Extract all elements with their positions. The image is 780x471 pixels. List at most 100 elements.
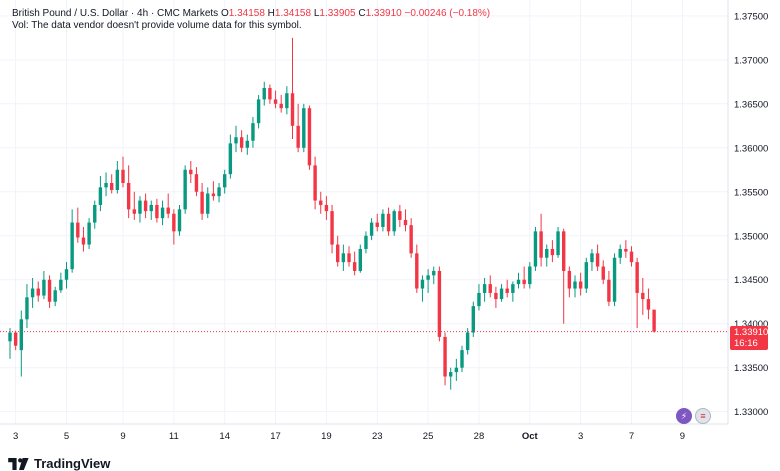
candle-body bbox=[516, 279, 521, 285]
candle bbox=[217, 182, 221, 203]
candle bbox=[13, 330, 18, 351]
candle bbox=[30, 277, 35, 308]
candle bbox=[8, 328, 12, 359]
candle bbox=[268, 84, 272, 104]
candle-body bbox=[81, 237, 86, 245]
price-tick-label: 1.33500 bbox=[734, 363, 768, 374]
candle-body bbox=[25, 297, 29, 320]
candle-body bbox=[115, 169, 120, 191]
candle-body bbox=[59, 279, 63, 291]
uk-us-flag-icon[interactable]: ≡ bbox=[695, 408, 711, 424]
candle-body bbox=[556, 231, 560, 256]
time-tick-label: 28 bbox=[474, 431, 485, 442]
candle bbox=[302, 103, 306, 153]
candle-body bbox=[217, 187, 221, 197]
candle-body bbox=[369, 222, 374, 236]
candle-body bbox=[262, 87, 266, 100]
candle-body bbox=[488, 284, 492, 293]
candle-body bbox=[296, 125, 300, 148]
chart-indicators: ⚡ ≡ bbox=[676, 408, 711, 424]
time-tick-label: 19 bbox=[321, 431, 332, 442]
candle-body bbox=[189, 169, 193, 175]
candle bbox=[132, 191, 136, 220]
time-tick-label: 11 bbox=[169, 431, 179, 442]
candle bbox=[624, 240, 628, 258]
price-tick-label: 1.36000 bbox=[734, 143, 768, 154]
candle bbox=[426, 269, 430, 293]
candle-body bbox=[641, 292, 645, 300]
candle bbox=[36, 281, 40, 302]
time-tick-label: 9 bbox=[680, 431, 685, 442]
candle bbox=[545, 244, 549, 267]
candle bbox=[115, 160, 120, 194]
candle bbox=[189, 160, 193, 183]
candle-body bbox=[612, 257, 617, 302]
candle-body bbox=[545, 248, 549, 258]
candle bbox=[307, 105, 312, 170]
candle-body bbox=[652, 309, 656, 332]
candle-body bbox=[98, 187, 103, 205]
candles bbox=[8, 37, 656, 390]
candle-body bbox=[330, 211, 334, 245]
candle bbox=[573, 275, 577, 298]
candle-body bbox=[177, 209, 182, 232]
candle-body bbox=[223, 174, 227, 188]
candle bbox=[494, 286, 498, 308]
symbol-legend[interactable]: British Pound / U.S. Dollar · 4h · CMC M… bbox=[12, 7, 490, 21]
price-tick-label: 1.37500 bbox=[734, 11, 768, 22]
candle bbox=[415, 244, 419, 293]
candle-body bbox=[443, 336, 447, 377]
candle bbox=[206, 187, 210, 219]
lightning-icon[interactable]: ⚡ bbox=[676, 408, 692, 424]
candle bbox=[567, 266, 572, 298]
candle-body bbox=[211, 193, 216, 197]
candle bbox=[352, 251, 357, 276]
candle-body bbox=[375, 222, 379, 227]
current-price-badge: 1.33910 16:16 bbox=[730, 326, 768, 350]
candle bbox=[19, 310, 23, 377]
candle-body bbox=[228, 143, 233, 175]
symbol-title[interactable]: British Pound / U.S. Dollar · 4h · CMC M… bbox=[12, 8, 219, 19]
candle bbox=[76, 207, 80, 243]
candle-body bbox=[618, 248, 622, 258]
candle bbox=[341, 244, 346, 271]
candle bbox=[578, 272, 583, 296]
candle bbox=[155, 198, 159, 223]
candle-body bbox=[256, 99, 261, 124]
low-value: 1.33905 bbox=[319, 8, 356, 19]
candle-body bbox=[465, 332, 470, 351]
candle-body bbox=[477, 292, 481, 307]
candle-body bbox=[635, 262, 639, 293]
candle-body bbox=[381, 213, 385, 227]
candle bbox=[646, 288, 651, 320]
high-label: H bbox=[267, 8, 275, 19]
time-tick-label: 3 bbox=[13, 431, 18, 442]
candle-body bbox=[471, 306, 475, 333]
candle-body bbox=[494, 292, 498, 300]
candle-body bbox=[460, 350, 464, 368]
tradingview-logo[interactable]: TradingView bbox=[8, 456, 110, 471]
time-axis[interactable]: 3 5 9 11 14 17 19 23 25 28 Oct 3 7 9 bbox=[13, 431, 685, 442]
candle-body bbox=[76, 222, 80, 238]
candle-body bbox=[285, 93, 289, 109]
candle bbox=[64, 262, 69, 289]
chart-pane[interactable]: 1.33000 1.33500 1.34000 1.34500 1.35000 1.355… bbox=[0, 0, 768, 442]
candle-body bbox=[426, 275, 430, 280]
time-tick-label: 25 bbox=[423, 431, 434, 442]
candle-body bbox=[629, 251, 634, 263]
candle bbox=[194, 167, 199, 197]
candle bbox=[539, 213, 543, 267]
candle-body bbox=[132, 209, 136, 214]
candle bbox=[449, 367, 453, 390]
close-value: 1.33910 bbox=[365, 8, 402, 19]
open-value: 1.34158 bbox=[228, 8, 265, 19]
candle bbox=[126, 165, 131, 219]
candle-body bbox=[155, 204, 159, 219]
candle bbox=[432, 266, 436, 285]
candle bbox=[251, 116, 255, 148]
price-axis[interactable]: 1.33000 1.33500 1.34000 1.34500 1.35000 1.355… bbox=[734, 11, 768, 418]
candle-body bbox=[358, 248, 362, 271]
candle bbox=[104, 172, 108, 197]
change-value: −0.00246 (−0.18%) bbox=[404, 8, 491, 19]
